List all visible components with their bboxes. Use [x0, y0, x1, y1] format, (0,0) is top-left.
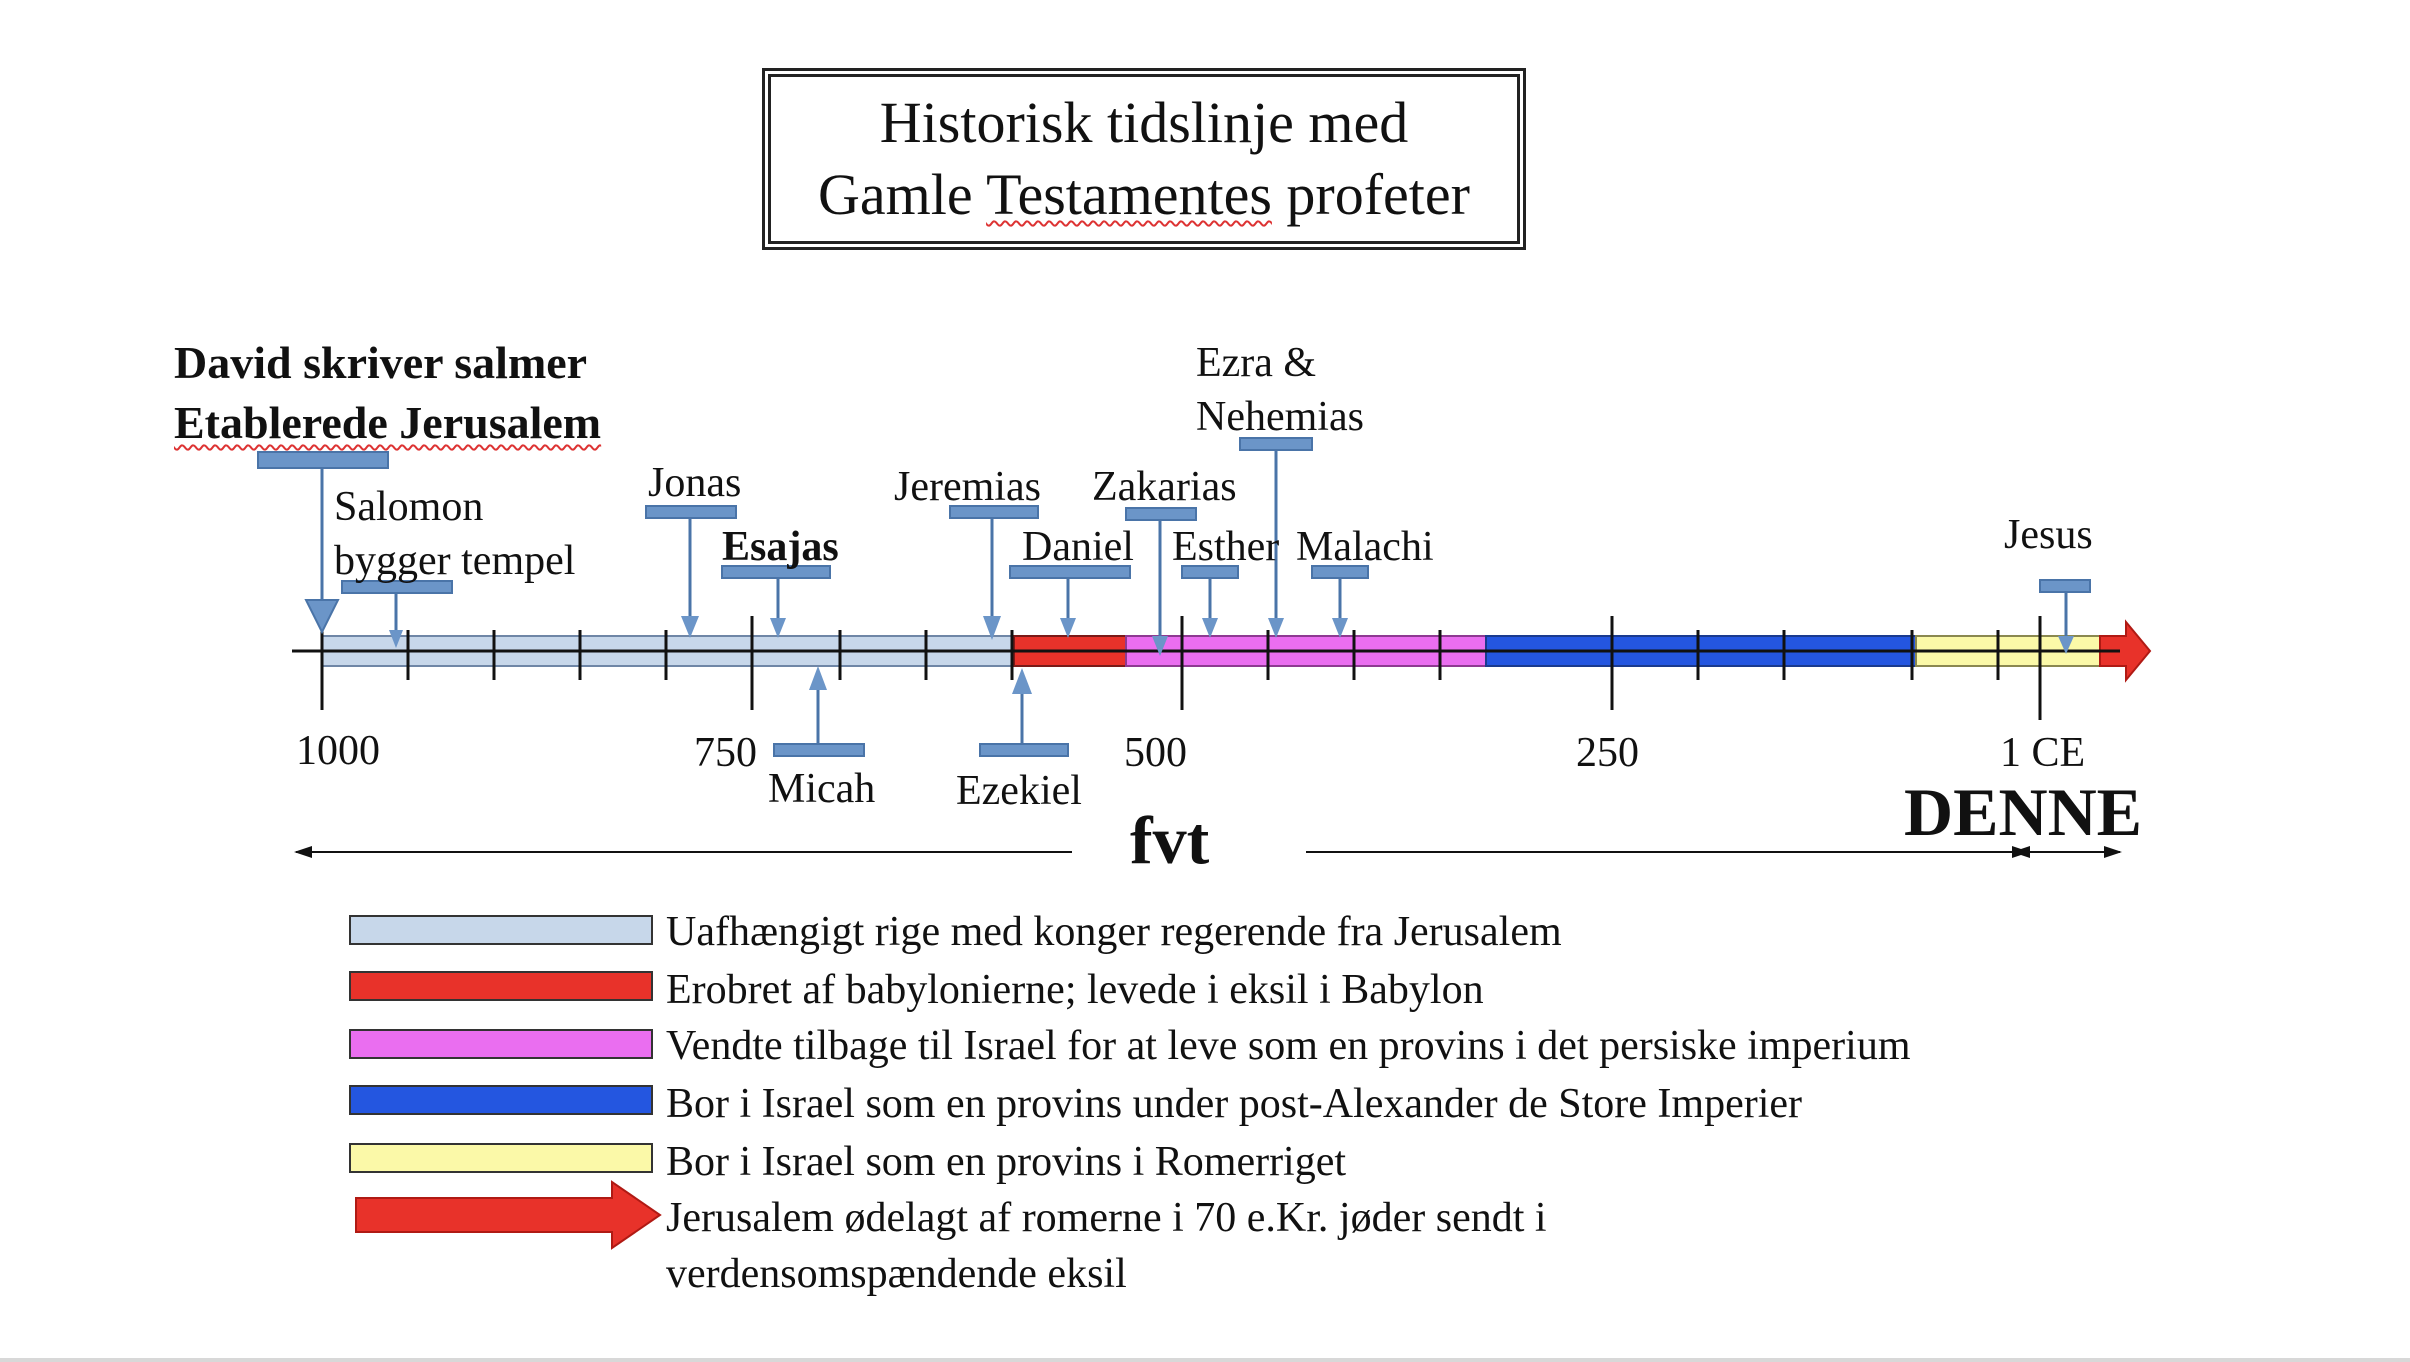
ezra-label-line1: Ezra & [1196, 340, 1317, 386]
tick-label-1ce: 1 CE [2000, 730, 2086, 776]
daniel-label: Daniel [1022, 524, 1134, 570]
major-ticks [320, 616, 2042, 720]
salomon-label-line1: Salomon [334, 484, 484, 530]
esajas-marker [721, 565, 831, 638]
fvt-label: fvt [1130, 802, 1210, 878]
ezekiel-label: Ezekiel [956, 768, 1082, 814]
legend-swatch-babylon [349, 971, 653, 1001]
jonas-label: Jonas [648, 460, 742, 506]
esther-label: Esther [1172, 524, 1280, 570]
david-marker [257, 451, 389, 635]
salomon-marker [341, 580, 453, 648]
legend-swatch-rome [349, 1143, 653, 1173]
malachi-marker [1311, 565, 1369, 638]
ezra-nehemias-marker [1239, 437, 1313, 638]
micah-marker [773, 666, 865, 757]
legend-text-babylon: Erobret af babylonierne; levede i eksil … [666, 967, 1484, 1013]
tick-label-1000: 1000 [296, 728, 380, 774]
micah-label: Micah [768, 766, 876, 812]
jerusalem-label: Etablerede Jerusalem [174, 397, 602, 448]
malachi-label: Malachi [1296, 524, 1434, 570]
title-line-1: Historisk tidslinje med [879, 90, 1409, 155]
jeremias-label: Jeremias [894, 464, 1041, 510]
title-line-2: Gamle Testamentes profeter [818, 159, 1470, 231]
title-box: Historisk tidslinje med Gamle Testamente… [762, 68, 1526, 250]
zakarias-label: Zakarias [1092, 464, 1237, 510]
esajas-label: Esajas [722, 524, 839, 570]
title-line-2-part-c: profeter [1271, 162, 1470, 227]
legend-arrow-icon [355, 1180, 662, 1250]
legend-swatch-kingdom [349, 915, 653, 945]
legend-swatch-persia [349, 1029, 653, 1059]
jonas-marker [645, 505, 737, 638]
legend-text-kingdom: Uafhængigt rige med konger regerende fra… [666, 909, 1562, 955]
daniel-marker [1009, 565, 1131, 638]
jeremias-marker [949, 505, 1039, 640]
tick-label-250: 250 [1576, 730, 1639, 776]
legend-text-persia: Vendte tilbage til Israel for at leve so… [666, 1023, 1911, 1069]
legend-text-rome: Bor i Israel som en provins i Romerriget [666, 1139, 1347, 1185]
bottom-divider [0, 1358, 2410, 1362]
ezra-label-line2: Nehemias [1196, 394, 1364, 440]
legend-text-greek: Bor i Israel som en provins under post-A… [666, 1081, 1803, 1127]
esther-marker [1181, 565, 1239, 638]
title-line-2-part-b: Testamentes [986, 162, 1272, 227]
minor-ticks [406, 630, 2000, 680]
tick-label-500: 500 [1124, 730, 1187, 776]
tick-label-750: 750 [694, 730, 757, 776]
legend-text-destruction: Jerusalem ødelagt af romerne i 70 e.Kr. … [666, 1195, 1547, 1241]
david-label: David skriver salmer [174, 337, 588, 388]
title-line-2-part-a: Gamle [818, 162, 987, 227]
ezekiel-marker [979, 668, 1069, 757]
destruction-arrow-icon [2099, 619, 2152, 683]
salomon-label-line2: bygger tempel [334, 538, 576, 584]
legend-swatch-greek [349, 1085, 653, 1115]
jesus-marker [2039, 579, 2091, 654]
zakarias-marker [1125, 507, 1197, 656]
legend-text-destruction-line2: verdensomspændende eksil [666, 1251, 1127, 1297]
jesus-label: Jesus [2004, 512, 2093, 558]
denne-label: DENNE [1904, 774, 2143, 850]
